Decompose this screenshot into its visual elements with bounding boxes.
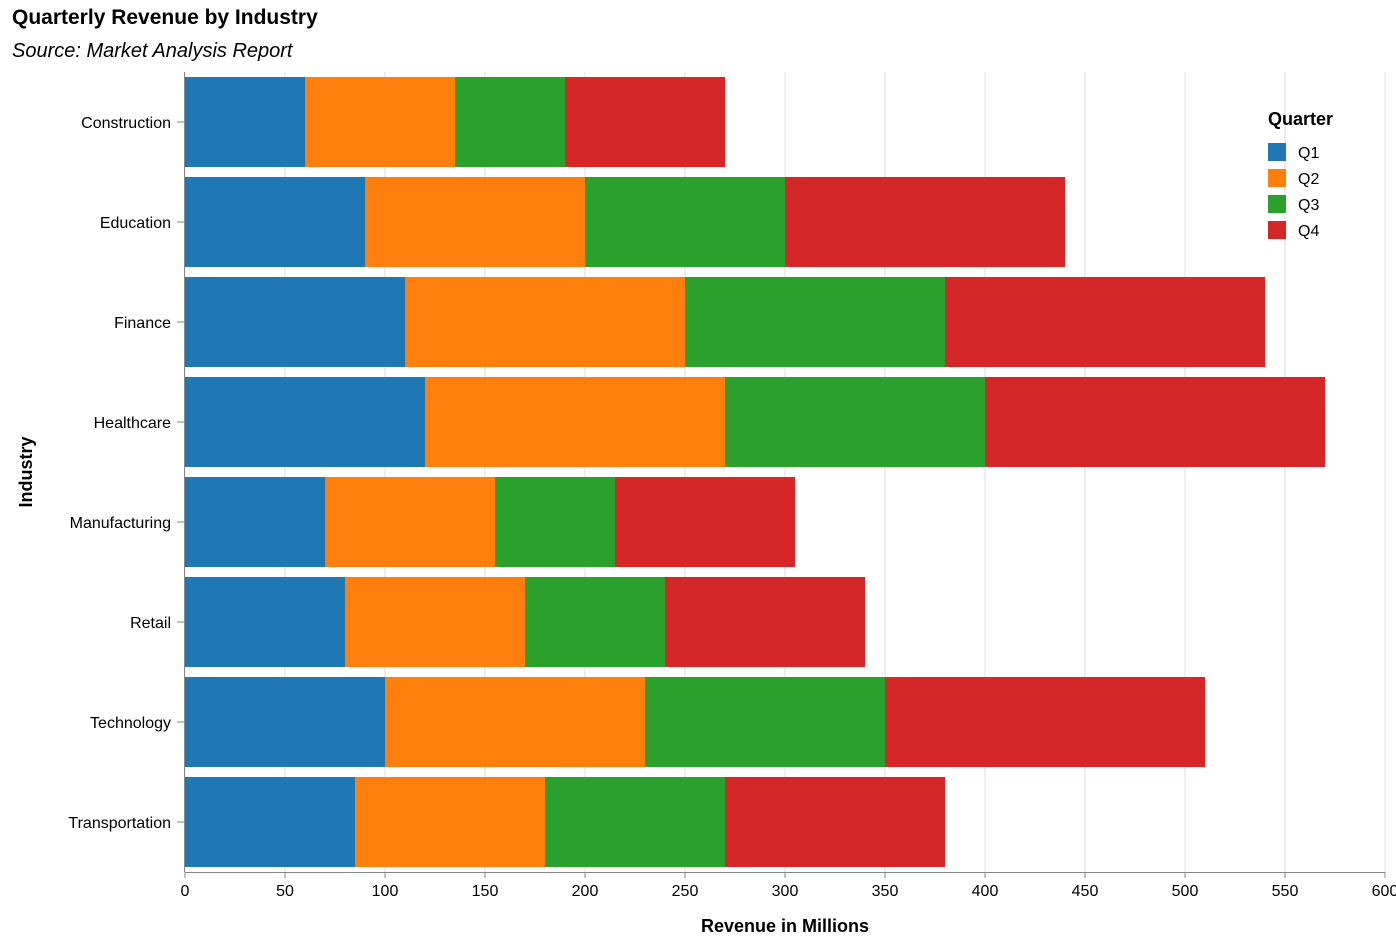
bar-q3-finance: [685, 277, 945, 367]
bar-q2-healthcare: [425, 377, 725, 467]
y-tick-label: Technology: [90, 715, 171, 732]
legend-label-q3: Q3: [1298, 197, 1319, 214]
x-tick-label: 350: [872, 883, 899, 900]
x-axis-title: Revenue in Millions: [701, 916, 869, 936]
bar-q4-transportation: [725, 777, 945, 867]
x-tick-label: 200: [572, 883, 599, 900]
y-tick-label: Finance: [114, 315, 171, 332]
y-tick-label: Transportation: [68, 815, 171, 832]
y-tick-label: Retail: [130, 615, 171, 632]
bar-q1-retail: [185, 577, 345, 667]
bar-q3-construction: [455, 77, 565, 167]
bar-q4-manufacturing: [615, 477, 795, 567]
x-tick-label: 300: [772, 883, 799, 900]
bar-q2-finance: [405, 277, 685, 367]
legend-label-q1: Q1: [1298, 145, 1319, 162]
bar-q2-technology: [385, 677, 645, 767]
bar-q2-construction: [305, 77, 455, 167]
bar-q1-education: [185, 177, 365, 267]
legend-swatch-q2: [1268, 169, 1286, 187]
y-tick-label: Construction: [81, 115, 171, 132]
y-axis-title: Industry: [16, 436, 36, 507]
x-tick-label: 600: [1372, 883, 1396, 900]
x-tick-label: 400: [972, 883, 999, 900]
x-tick-label: 500: [1172, 883, 1199, 900]
bar-q4-technology: [885, 677, 1205, 767]
legend-swatch-q3: [1268, 195, 1286, 213]
x-tick-label: 550: [1272, 883, 1299, 900]
bar-q1-healthcare: [185, 377, 425, 467]
bar-q4-healthcare: [985, 377, 1325, 467]
bars: [185, 77, 1325, 867]
y-tick-label: Education: [100, 215, 171, 232]
bar-q1-manufacturing: [185, 477, 325, 567]
bar-q2-manufacturing: [325, 477, 495, 567]
x-tick-label: 450: [1072, 883, 1099, 900]
bar-q2-transportation: [355, 777, 545, 867]
y-tick-label: Manufacturing: [70, 515, 171, 532]
x-tick-label: 50: [276, 883, 294, 900]
bar-q2-retail: [345, 577, 525, 667]
legend-swatch-q1: [1268, 143, 1286, 161]
bar-q1-technology: [185, 677, 385, 767]
bar-q1-finance: [185, 277, 405, 367]
x-tick-label: 100: [372, 883, 399, 900]
legend-label-q4: Q4: [1298, 223, 1319, 240]
legend-swatch-q4: [1268, 221, 1286, 239]
bar-q3-manufacturing: [495, 477, 615, 567]
x-tick-label: 250: [672, 883, 699, 900]
bar-q4-construction: [565, 77, 725, 167]
bar-q3-education: [585, 177, 785, 267]
x-tick-label: 0: [181, 883, 190, 900]
chart-title: Quarterly Revenue by Industry: [12, 6, 318, 29]
legend-label-q2: Q2: [1298, 171, 1319, 188]
bar-q2-education: [365, 177, 585, 267]
bar-q4-retail: [665, 577, 865, 667]
bar-q3-transportation: [545, 777, 725, 867]
bar-q4-education: [785, 177, 1065, 267]
y-tick-label: Healthcare: [94, 415, 171, 432]
bar-q1-transportation: [185, 777, 355, 867]
bar-q4-finance: [945, 277, 1265, 367]
chart-subtitle: Source: Market Analysis Report: [12, 40, 293, 62]
axes: 0 50 100 150 200 250 300 350 400 450 500 550 600 Cons…: [68, 72, 1396, 900]
x-tick-label: 150: [472, 883, 499, 900]
legend-title: Quarter: [1268, 109, 1333, 129]
bar-q3-healthcare: [725, 377, 985, 467]
bar-q1-construction: [185, 77, 305, 167]
bar-q3-retail: [525, 577, 665, 667]
legend: Quarter Q1 Q2 Q3 Q4: [1268, 109, 1333, 240]
bar-q3-technology: [645, 677, 885, 767]
